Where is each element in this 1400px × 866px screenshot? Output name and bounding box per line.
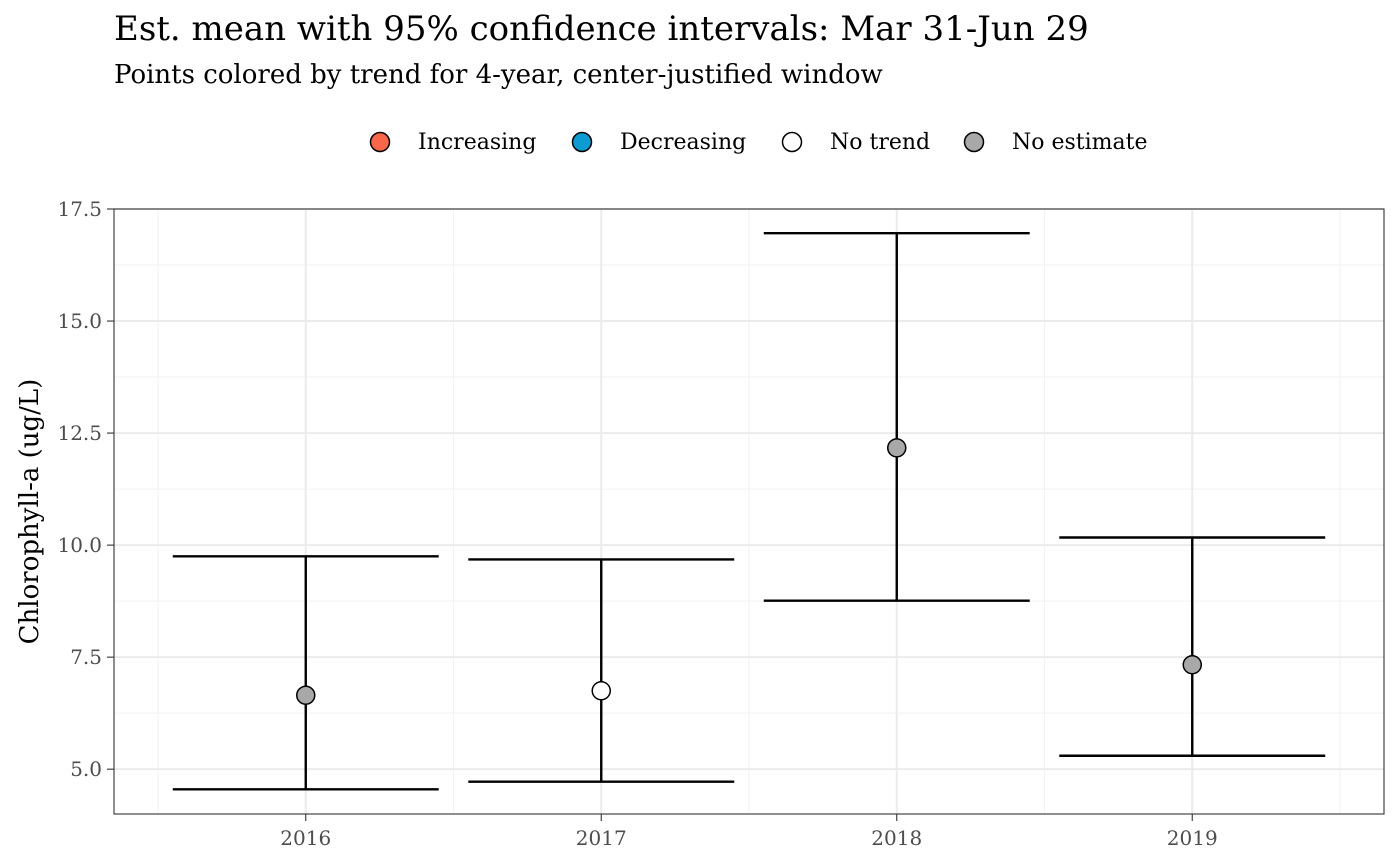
legend-key: [781, 131, 803, 153]
errorbar-group-2019: [1059, 536, 1326, 757]
series: [172, 231, 1326, 791]
errorbar-group-2017: [468, 558, 735, 783]
y-tick-label: 17.5: [57, 197, 102, 221]
legend-item-decreasing: Decreasing: [571, 130, 746, 155]
legend-key: [963, 131, 985, 153]
chart-subtitle: Points colored by trend for 4-year, cent…: [114, 60, 883, 90]
y-tick-label: 15.0: [57, 309, 102, 333]
mean-point: [1182, 655, 1202, 675]
legend-item-no-estimate: No estimate: [963, 130, 1148, 155]
mean-point: [591, 681, 611, 701]
legend-label: No trend: [830, 130, 930, 155]
plot-border: [113, 208, 1385, 815]
x-tick-label: 2017: [576, 826, 627, 850]
y-axis-title: Chlorophyll-a (ug/L): [15, 379, 45, 645]
y-tick-label: 5.0: [70, 757, 102, 781]
y-tick-label: 7.5: [70, 645, 102, 669]
legend-key: [571, 131, 593, 153]
legend-item-increasing: Increasing: [369, 130, 536, 155]
legend-label: No estimate: [1012, 130, 1148, 155]
legend-item-no-trend: No trend: [781, 130, 930, 155]
errorbar-group-2018: [763, 231, 1030, 602]
errorbar-group-2016: [172, 555, 439, 791]
x-tick-label: 2016: [280, 826, 331, 850]
legend-key: [369, 131, 391, 153]
x-tick-label: 2018: [871, 826, 922, 850]
mean-point: [296, 685, 316, 705]
x-tick-label: 2019: [1167, 826, 1218, 850]
chart-title: Est. mean with 95% confidence intervals:…: [114, 9, 1089, 49]
mean-point: [887, 438, 907, 458]
y-tick-label: 10.0: [57, 533, 102, 557]
legend-label: Decreasing: [620, 130, 746, 155]
plot-area: [113, 208, 1385, 815]
y-tick-label: 12.5: [57, 421, 102, 445]
axes: 5.0 7.5 10.0 12.5 15.0 17.5 2016 2017 2018 2019: [57, 197, 1217, 850]
grid-minor: [114, 209, 1384, 814]
legend-label: Increasing: [418, 130, 536, 155]
legend: Increasing Decreasing No trend No estimate: [369, 130, 1148, 155]
